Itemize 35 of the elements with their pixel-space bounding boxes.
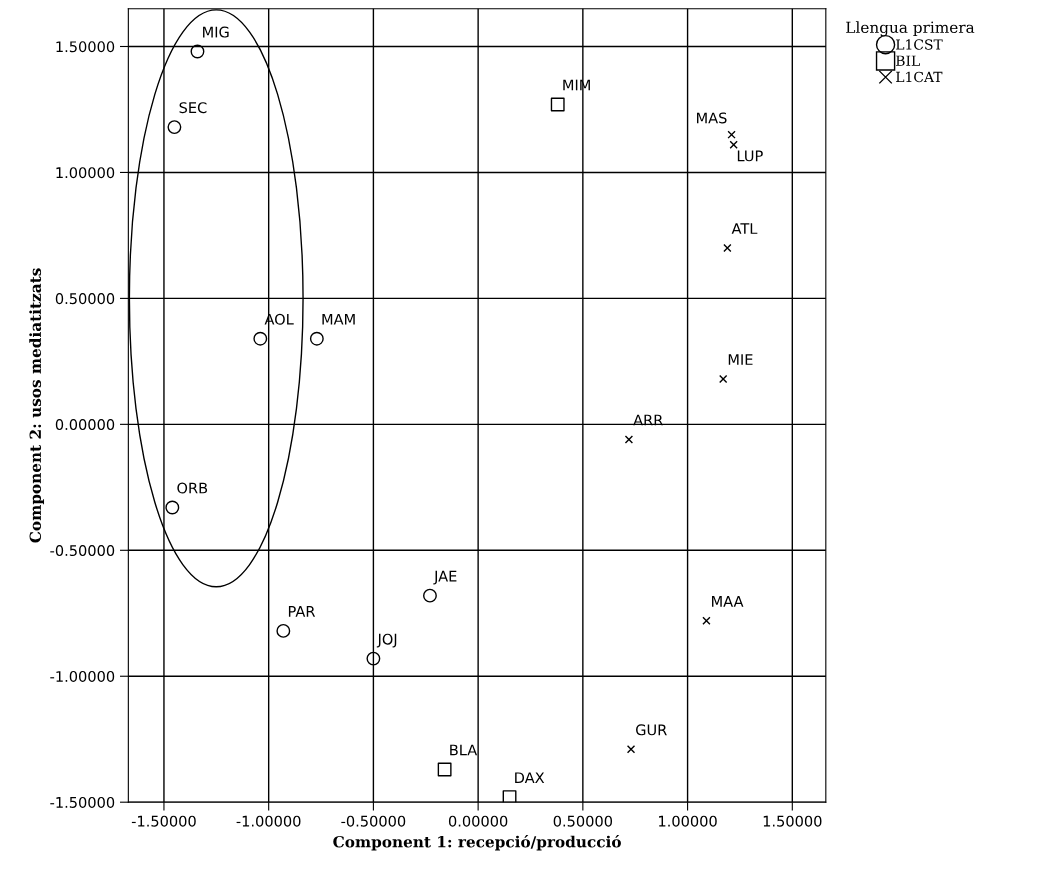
legend-label: L1CST — [896, 39, 943, 50]
x-tick-label: -0.50000 — [341, 815, 406, 827]
data-label: ATL — [731, 223, 758, 234]
data-label: GUR — [636, 724, 667, 736]
data-label: DAX — [515, 772, 545, 784]
y-tick-label: -1.00000 — [50, 670, 115, 682]
y-tick-label: 0.00000 — [55, 419, 115, 431]
y-tick-label: -1.50000 — [50, 796, 115, 808]
x-axis-title: Component 1: recepció/producció — [333, 835, 621, 851]
data-label: ORB — [177, 482, 208, 494]
legend-label: L1CAT — [896, 71, 943, 83]
data-label: PAR — [288, 606, 316, 617]
data-label: MIG — [203, 26, 229, 38]
x-tick-label: 0.00000 — [448, 815, 508, 827]
y-tick-label: 1.00000 — [56, 167, 115, 179]
x-tick-label: 1.00000 — [659, 815, 717, 827]
data-label: LUP — [737, 150, 763, 162]
legend-label: BIL — [896, 55, 920, 66]
data-label: MAA — [712, 596, 744, 607]
data-label: MAS — [697, 112, 727, 124]
data-label: BLA — [450, 744, 478, 756]
data-label: MAM — [322, 313, 355, 325]
x-tick-label: 1.50000 — [763, 815, 822, 827]
legend-title: Llengua primera — [846, 21, 975, 37]
x-tick-label: -1.00000 — [236, 815, 301, 827]
data-label: JOJ — [376, 633, 397, 648]
y-tick-label: 1.50000 — [56, 41, 115, 53]
y-tick-label: -0.50000 — [50, 545, 115, 557]
x-tick-label: -1.50000 — [131, 815, 196, 827]
data-label: MIE — [728, 354, 753, 365]
data-label: JAE — [433, 570, 457, 585]
y-tick-label: 0.50000 — [55, 293, 115, 305]
data-label: SEC — [179, 102, 207, 114]
x-tick-label: 0.50000 — [553, 815, 613, 827]
y-axis-title: Component 2: usos mediatitzats — [29, 268, 45, 543]
